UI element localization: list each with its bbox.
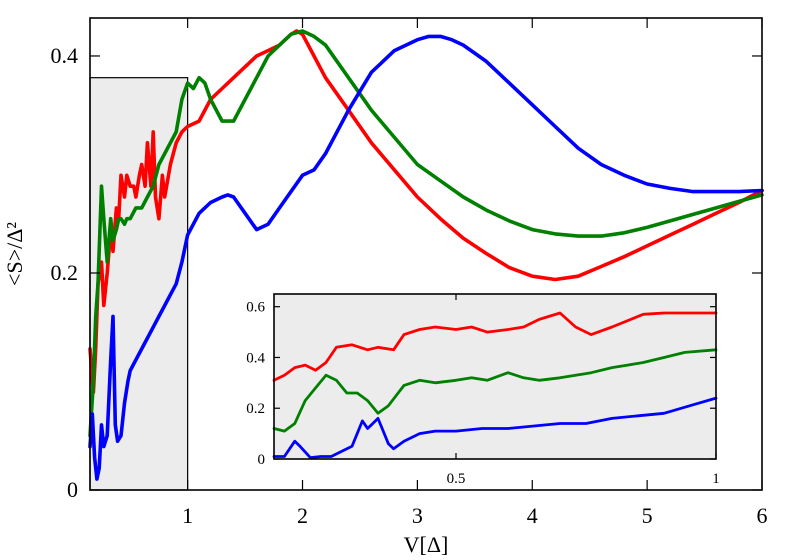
plot-frame bbox=[89, 17, 763, 491]
series-line-2 bbox=[88, 29, 764, 438]
inset-y-tick-label: 0.4 bbox=[246, 350, 265, 366]
inset-plot: 0.5 1 0 0.2 0.4 0.6 bbox=[246, 293, 720, 487]
x-tick-label: 4 bbox=[527, 503, 538, 528]
y-tick-label: 0.2 bbox=[51, 260, 79, 285]
x-tick-label: 5 bbox=[642, 503, 653, 528]
main-plot: 1 2 3 4 5 6 0 0.2 0.4 V[Δ] <S>/Δ² bbox=[2, 17, 768, 557]
inset-x-tick-label: 0.5 bbox=[447, 471, 466, 487]
inset-y-tick-label: 0.2 bbox=[246, 401, 265, 417]
x-tick-label: 1 bbox=[182, 503, 193, 528]
inset-series-line-1 bbox=[272, 311, 718, 382]
inset-series-line-2 bbox=[272, 348, 718, 433]
y-tick-label: 0.4 bbox=[51, 43, 79, 68]
x-tick-label: 2 bbox=[297, 503, 308, 528]
inset-plot-frame bbox=[273, 293, 717, 460]
y-tick-label: 0 bbox=[67, 477, 78, 502]
series-line-3 bbox=[88, 34, 764, 481]
x-axis-title: V[Δ] bbox=[404, 532, 449, 557]
x-tick-label: 6 bbox=[757, 503, 768, 528]
inset-y-tick-label: 0.6 bbox=[246, 300, 265, 316]
inset-series-line-3 bbox=[272, 396, 718, 460]
x-tick-label: 3 bbox=[412, 503, 423, 528]
inset-y-tick-label: 0 bbox=[258, 452, 266, 468]
series-line-1 bbox=[88, 29, 764, 395]
inset-x-tick-label: 1 bbox=[712, 471, 720, 487]
y-axis-title: <S>/Δ² bbox=[2, 222, 27, 286]
